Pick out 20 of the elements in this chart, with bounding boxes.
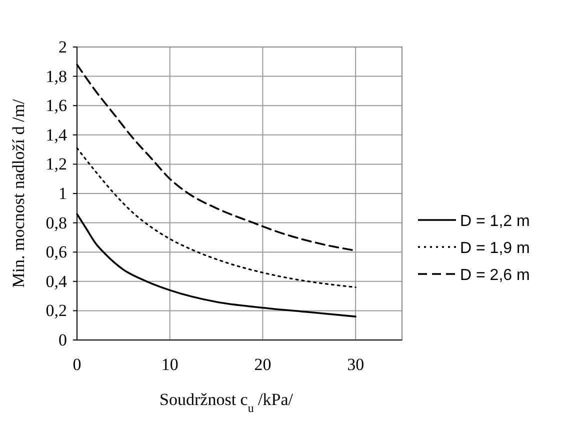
- y-tick-label: 0,6: [46, 242, 67, 262]
- x-tick-label: 10: [161, 355, 178, 374]
- x-tick-label: 20: [254, 355, 272, 374]
- y-tick-label: 0: [58, 330, 67, 350]
- y-tick-label: 1: [58, 184, 67, 203]
- y-tick-label: 2: [58, 37, 67, 56]
- y-tick-label: 0,4: [46, 272, 68, 291]
- legend-label: D = 1,9 m: [460, 240, 530, 257]
- y-tick-label: 0,2: [46, 301, 67, 320]
- legend-label: D = 2,6 m: [460, 267, 530, 284]
- y-axis-title: Min. mocnost nadloží d /m/: [9, 99, 28, 288]
- y-tick-label: 1,2: [46, 154, 67, 174]
- x-tick-label: 0: [72, 355, 82, 374]
- y-tick-label: 1,8: [46, 66, 67, 86]
- legend-label: D = 1,2 m: [460, 213, 530, 230]
- x-axis-title: Soudržnost c$_{u}$ /kPa/: [160, 390, 294, 415]
- x-tick-label: 30: [347, 355, 364, 374]
- y-tick-label: 1,6: [46, 96, 67, 116]
- y-tick-label: 0,8: [46, 213, 67, 232]
- y-tick-label: 1,4: [46, 125, 68, 144]
